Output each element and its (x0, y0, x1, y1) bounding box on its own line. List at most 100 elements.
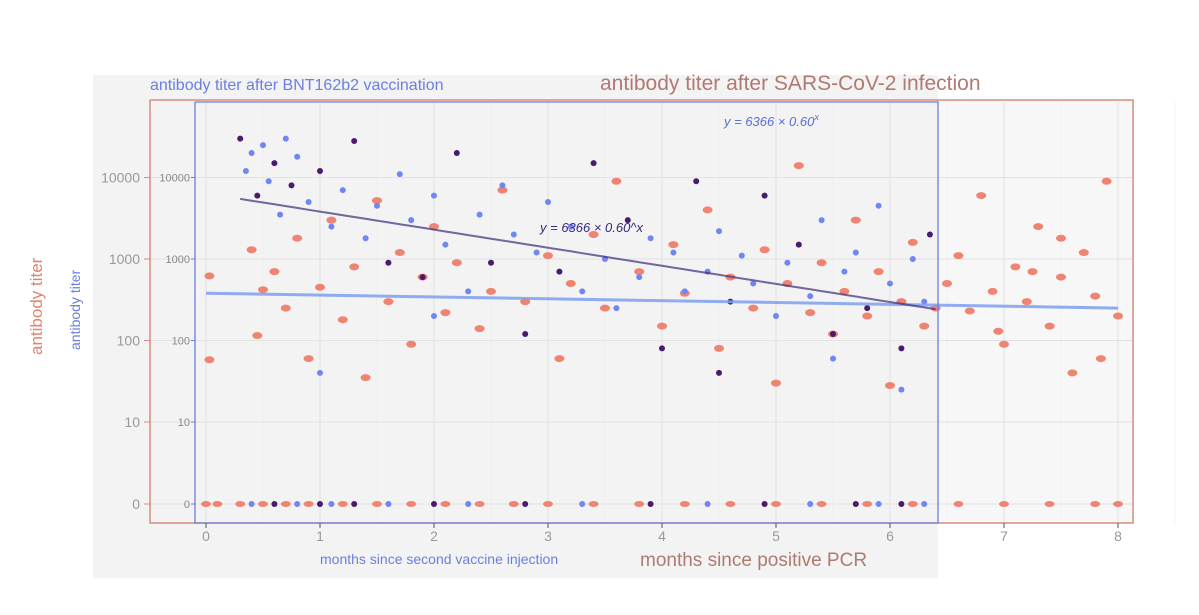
vaccination-x-axis-label: months since second vaccine injection (320, 551, 558, 567)
vaccination-point (647, 235, 654, 242)
vaccination-point (305, 199, 312, 206)
axes: 0 1 2 3 4 5 6 7 8 0 10 100 1000 10000 0 10 100 1000 10000 (101, 170, 1122, 545)
infection-point (451, 259, 462, 267)
infection-y-tick-label: 10000 (101, 170, 140, 186)
vaccination-point (898, 345, 905, 352)
vaccination-chart-title: antibody titer after BNT162b2 vaccinatio… (150, 77, 444, 94)
infection-point (816, 259, 827, 267)
infection-y-tick-label: 10 (124, 414, 140, 430)
infection-zero-point (1044, 501, 1055, 507)
vaccination-zero-point (875, 501, 882, 507)
infection-point (600, 304, 610, 312)
infection-zero-point (725, 501, 736, 507)
vaccination-zero-point (807, 501, 814, 507)
vaccination-point (351, 138, 358, 145)
infection-point (474, 325, 485, 333)
vaccination-zero-point (431, 501, 437, 507)
vaccination-point (875, 202, 882, 209)
infection-point (383, 298, 394, 306)
infection-zero-point (280, 501, 291, 507)
vaccination-point (818, 217, 825, 224)
vaccination-zero-point (328, 501, 335, 507)
infection-point (372, 197, 382, 205)
infection-zero-point (999, 501, 1009, 507)
infection-point (1067, 369, 1078, 377)
vaccination-zero-point (271, 501, 278, 507)
vaccination-point (328, 223, 335, 230)
infection-point (394, 249, 405, 257)
infection-point (634, 268, 645, 276)
infection-point (771, 379, 781, 387)
vaccination-point (590, 160, 597, 167)
infection-point (252, 332, 263, 340)
vaccination-zero-point (294, 501, 301, 507)
vaccination-point (254, 192, 261, 199)
vaccination-point (374, 202, 380, 209)
infection-point (839, 287, 850, 295)
vaccination-y-tick-label: 10000 (159, 173, 190, 185)
infection-point (1078, 249, 1089, 257)
fit-lines (205, 197, 1119, 311)
vaccination-point (431, 312, 437, 319)
vaccination-y-axis-label: antibody titer (67, 270, 83, 350)
infection-point (953, 252, 964, 260)
infection-point (360, 374, 371, 382)
vaccination-point (288, 182, 295, 189)
vaccination-points (237, 135, 933, 507)
infection-point (1033, 223, 1044, 231)
infection-point (657, 322, 667, 330)
vaccination-point (624, 217, 631, 224)
infection-point (964, 307, 975, 315)
infection-zero-point (907, 501, 918, 507)
vaccination-zero-point (579, 501, 586, 507)
infection-point (326, 216, 337, 224)
infection-point (702, 206, 713, 214)
infection-zero-point (634, 501, 645, 507)
vaccination-point (716, 228, 722, 235)
infection-point (1010, 263, 1021, 271)
infection-point (1101, 177, 1112, 185)
vaccination-point (282, 135, 289, 142)
vaccination-point (522, 331, 529, 338)
vaccination-zero-point (761, 501, 768, 507)
vaccination-zero-point (852, 501, 859, 507)
infection-point (850, 216, 861, 224)
infection-point (999, 340, 1009, 348)
vaccination-point (533, 249, 540, 256)
vaccination-point (784, 259, 791, 266)
infection-point (805, 309, 816, 317)
infection-point (349, 263, 360, 271)
infection-zero-point (258, 501, 268, 507)
infection-y-axis-label: antibody titer (27, 257, 46, 355)
infection-zero-point (953, 501, 964, 507)
vaccination-point (773, 312, 779, 319)
infection-point (1056, 273, 1066, 281)
vaccination-point (476, 211, 483, 218)
infection-point (486, 287, 496, 295)
vaccination-point (385, 259, 392, 266)
infection-y-tick-label: 1000 (109, 251, 140, 267)
infection-point (919, 322, 930, 330)
infection-zero-point (771, 501, 781, 507)
infection-point (862, 312, 873, 320)
infection-point (246, 246, 257, 254)
vaccination-point (317, 168, 323, 175)
vaccination-point (898, 386, 905, 393)
vaccination-zero-point (704, 501, 711, 507)
infection-zero-point (474, 501, 485, 507)
infection-point (793, 162, 804, 170)
vaccination-point (465, 288, 472, 295)
vaccination-chart-background (93, 75, 938, 578)
infection-zero-point (235, 501, 246, 507)
vaccination-zero-point (351, 501, 358, 507)
vaccination-point (339, 187, 346, 194)
infection-point (315, 283, 325, 291)
x-tick-label: 0 (202, 528, 210, 544)
vaccination-point (659, 345, 665, 352)
vaccination-point (681, 288, 688, 295)
vaccination-point (693, 178, 700, 185)
infection-points (201, 162, 1123, 507)
infection-point (907, 238, 918, 246)
infection-zero-point (508, 501, 519, 507)
infection-point (668, 241, 679, 249)
